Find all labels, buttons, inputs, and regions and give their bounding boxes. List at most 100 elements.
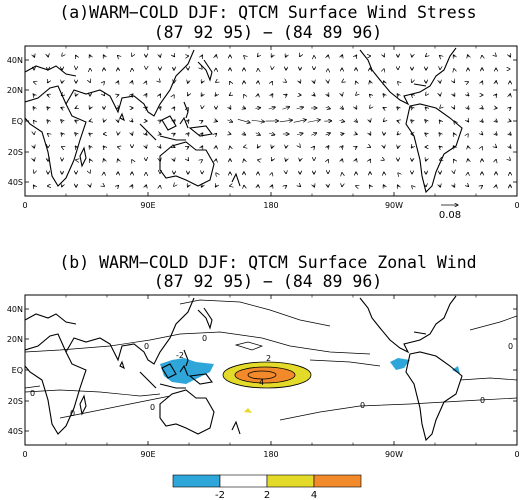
wind-vector (468, 159, 469, 161)
lon-tick-label: 0 (514, 201, 519, 210)
wind-vector (104, 186, 105, 187)
wind-vector (76, 55, 77, 56)
wind-vector (426, 159, 427, 161)
wind-vector (411, 120, 413, 122)
wind-vector (325, 133, 331, 135)
wind-vector (495, 146, 496, 147)
lon-tick-label: 0 (22, 450, 27, 459)
wind-vector (47, 95, 49, 96)
wind-vector (397, 121, 399, 122)
wind-vector (397, 107, 399, 109)
wind-vector (296, 133, 303, 135)
wind-vector (47, 134, 48, 135)
wind-vector (104, 82, 105, 83)
wind-vector (61, 108, 63, 109)
wind-vector (132, 81, 133, 83)
wind-vector (369, 94, 370, 95)
wind-vector (397, 94, 399, 96)
wind-vector (271, 55, 272, 57)
reference-vector-label: 0.08 (439, 210, 461, 221)
wind-vector (355, 134, 357, 135)
wind-vector (201, 185, 202, 187)
wind-vector (272, 81, 273, 82)
wind-vector (159, 107, 161, 109)
panel-b: (b) WARM−COLD DJF: QTCM Surface Zonal Wi… (7, 253, 520, 459)
wind-vector (286, 55, 287, 57)
lat-tick-label: EQ (12, 366, 23, 375)
lon-tick-label: 180 (263, 201, 278, 210)
lon-tick-label: 180 (263, 450, 278, 459)
wind-vector (202, 160, 203, 161)
wind-vector (327, 94, 328, 96)
wind-vector (159, 134, 161, 135)
wind-vector (159, 120, 162, 121)
lon-tick-label: 90W (385, 450, 403, 459)
lon-tick-label: 0 (22, 201, 27, 210)
wind-vector (188, 159, 189, 160)
wind-vector (425, 133, 427, 135)
wind-vector (272, 185, 273, 187)
wind-vector (75, 133, 77, 135)
wind-vector (384, 120, 385, 121)
wind-vector (327, 146, 329, 148)
colorbar-box-yellow (266, 474, 315, 488)
wind-vector (481, 107, 483, 109)
wind-vector (229, 134, 231, 135)
wind-vector (243, 133, 246, 135)
wind-vector (286, 159, 287, 161)
wind-vector (146, 185, 147, 187)
wind-vector (131, 185, 132, 187)
wind-vector (103, 146, 104, 148)
lat-tick-label: 20N (7, 86, 23, 95)
colorbar-box-orange (313, 474, 362, 488)
wind-vector (495, 120, 497, 122)
wind-vector (384, 55, 385, 57)
wind-vector (173, 133, 175, 134)
lon-tick-label: 90E (140, 201, 155, 210)
wind-vector (132, 133, 133, 135)
wind-vector (293, 120, 307, 123)
wind-vector (173, 55, 174, 57)
wind-vector (467, 185, 468, 186)
wind-vector (340, 134, 344, 135)
wind-vector (202, 81, 203, 83)
lat-tick-label: 20S (8, 397, 23, 406)
wind-vector (369, 133, 370, 135)
wind-vector (481, 120, 483, 122)
wind-vector (187, 133, 189, 135)
wind-vector (285, 186, 286, 187)
wind-vector (425, 120, 427, 122)
lat-tick-label: 20N (7, 335, 23, 344)
wind-vector (104, 120, 105, 122)
wind-vector (242, 107, 245, 108)
wind-vector (34, 159, 35, 161)
lat-tick-label: 40S (8, 427, 23, 436)
wind-vector (454, 159, 455, 160)
wind-vector (439, 146, 441, 148)
contour-label: 0 (480, 396, 485, 405)
wind-vector (251, 120, 265, 122)
wind-vector (76, 94, 77, 96)
contour-label: 0 (150, 403, 155, 412)
wind-vector (34, 146, 35, 148)
wind-vector (62, 185, 63, 187)
wind-vector (201, 94, 202, 96)
wind-vector (160, 94, 161, 96)
wind-vector (103, 55, 104, 57)
wind-vector (188, 94, 189, 95)
wind-vector (328, 55, 329, 57)
colorbar: -2 2 4 (172, 474, 362, 500)
wind-vector (47, 120, 49, 122)
wind-vector (356, 81, 357, 83)
wind-vector (370, 108, 371, 109)
wind-vector (510, 160, 511, 161)
wind-vector (468, 55, 469, 57)
wind-vector (397, 133, 398, 134)
wind-vector (187, 120, 189, 122)
wind-vector (341, 146, 343, 148)
wind-vector (398, 185, 399, 187)
wind-vector (453, 94, 454, 96)
wind-vector (383, 185, 384, 187)
wind-vector (173, 147, 175, 148)
wind-vector (33, 94, 35, 96)
